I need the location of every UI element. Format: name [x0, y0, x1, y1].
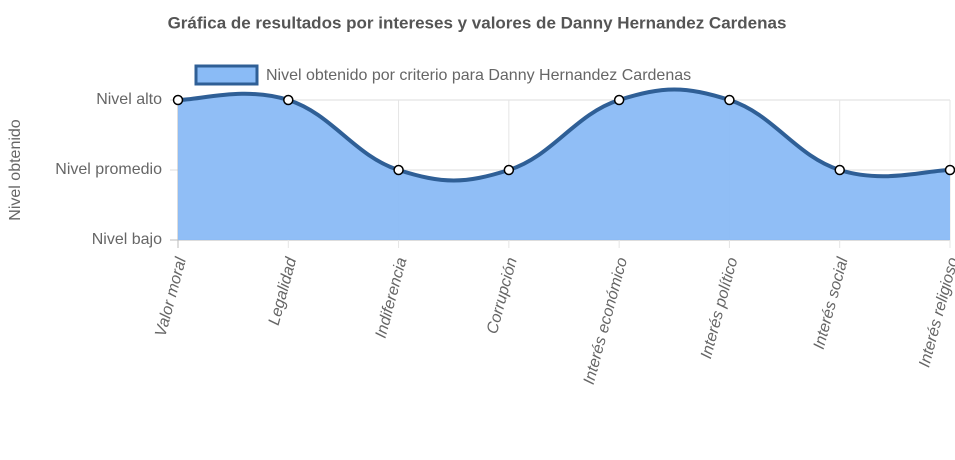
y-tick-label: Nivel alto	[96, 91, 162, 108]
point	[283, 94, 294, 106]
point	[172, 94, 184, 106]
x-tick-label: Corrupción	[484, 256, 521, 336]
x-tick-label: Interés político	[698, 256, 741, 361]
y-tick-label: Nivel promedio	[55, 161, 162, 178]
x-tick-label: Interés social	[811, 255, 852, 351]
y-axis-title: Nivel obtenido	[7, 119, 24, 221]
x-tick-label: Valor moral	[152, 255, 190, 338]
line	[177, 87, 951, 183]
legend-swatch	[194, 64, 259, 86]
y-tick-label: Nivel bajo	[92, 231, 162, 248]
chart-title: Gráfica de resultados por intereses y va…	[168, 13, 787, 32]
point	[944, 164, 955, 176]
x-tick-label: Interés religioso	[916, 256, 955, 370]
x-tick-label: Legalidad	[266, 255, 301, 328]
x-tick-label: Interés económico	[581, 256, 631, 387]
point	[503, 164, 515, 176]
point	[393, 164, 404, 176]
x-tick-label: Indiferencia	[373, 256, 411, 340]
point	[724, 94, 735, 106]
legend-label: Nivel obtenido por criterio para Danny H…	[266, 67, 691, 84]
point	[613, 94, 625, 106]
area	[178, 89, 950, 240]
point	[834, 164, 845, 176]
